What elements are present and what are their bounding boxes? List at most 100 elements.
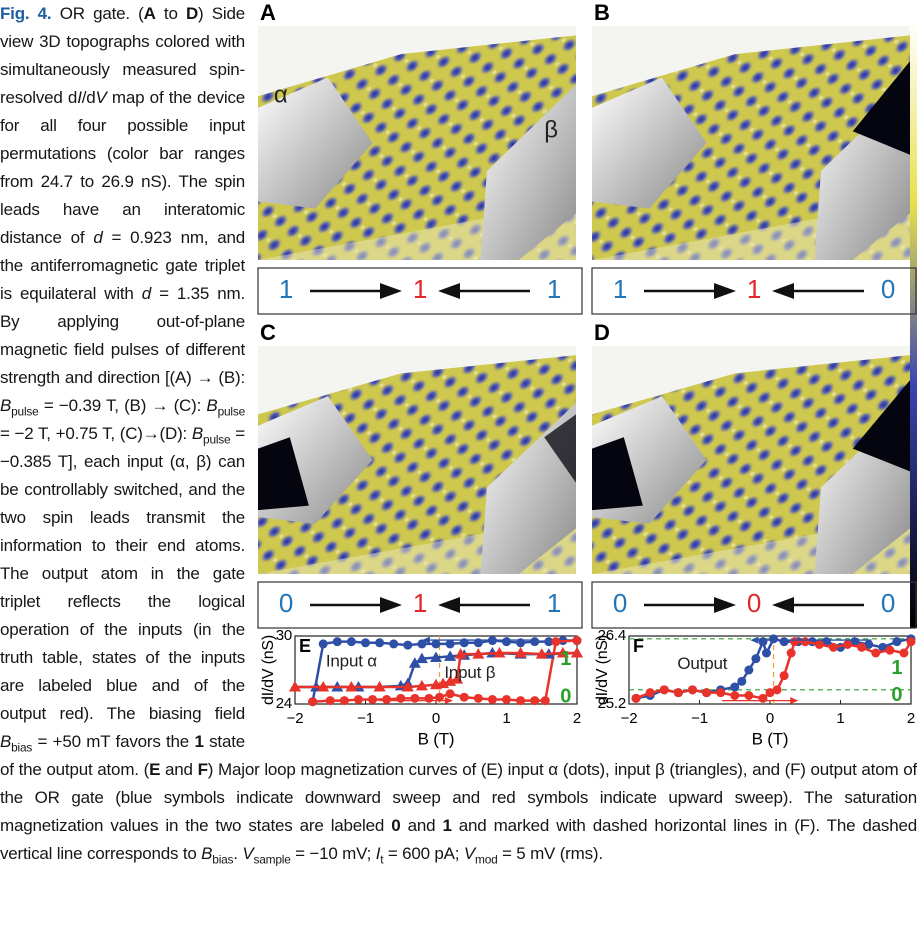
caption-text: and	[400, 816, 442, 835]
caption-text: D	[186, 4, 198, 23]
output-state: 0	[747, 588, 761, 618]
marker	[730, 683, 739, 692]
caption-text: d	[142, 284, 151, 303]
marker	[474, 694, 483, 703]
caption-text: mod	[475, 852, 498, 866]
marker	[716, 688, 725, 697]
y-axis-label: dI/dV (nS)	[260, 635, 277, 705]
x-tick-label: 1	[502, 710, 510, 727]
caption-text: pulse	[11, 404, 38, 418]
topograph	[258, 26, 576, 260]
y-tick-label: 24	[276, 695, 292, 712]
marker	[319, 639, 328, 648]
panel-label: B	[594, 0, 610, 25]
caption-text: = −2 T, +0.75 T, (C)→(D):	[0, 424, 192, 443]
marker	[333, 637, 342, 646]
arrow-head	[772, 283, 794, 299]
caption-text: = 5 mV (rms).	[498, 844, 603, 863]
caption-text: to	[156, 4, 186, 23]
caption-text: = −0.39 T, (B) → (C):	[39, 396, 207, 415]
marker	[674, 688, 683, 697]
annotation: Output	[677, 654, 727, 673]
marker	[688, 685, 697, 694]
caption-text: .	[233, 844, 242, 863]
x-tick-label: 0	[766, 710, 774, 727]
input-state: 0	[881, 274, 895, 304]
annotation: 0	[560, 685, 571, 707]
caption-text: bias	[212, 852, 233, 866]
caption-text: d	[93, 228, 102, 247]
annotation: Input α	[326, 651, 377, 670]
marker	[541, 696, 550, 705]
input-state: 1	[613, 274, 627, 304]
marker	[410, 694, 419, 703]
x-tick-label: 2	[573, 710, 581, 727]
marker	[758, 694, 767, 703]
marker	[857, 643, 866, 652]
annotation: 1	[560, 648, 571, 670]
marker	[907, 637, 916, 646]
marker	[787, 649, 796, 658]
caption-text: = 600 pA;	[383, 844, 464, 863]
marker	[502, 695, 511, 704]
caption-text: sample	[253, 852, 290, 866]
output-state: 1	[747, 274, 761, 304]
marker	[790, 637, 799, 646]
arrow-head	[380, 597, 402, 613]
marker	[762, 649, 771, 658]
arrow-head	[438, 597, 460, 613]
marker	[780, 671, 789, 680]
caption-text: /d	[82, 88, 96, 107]
marker	[432, 639, 441, 648]
caption-text: V	[242, 844, 253, 863]
y-tick-label: 30	[276, 627, 292, 644]
panel-label: C	[260, 320, 276, 345]
page: {"caption": [{"b": "Fig. 4."}, " OR gate…	[0, 0, 917, 934]
x-tick-label: −2	[621, 710, 638, 727]
lead-label: α	[274, 82, 288, 109]
caption-text: B	[201, 844, 212, 863]
input-state: 1	[279, 274, 293, 304]
marker	[502, 637, 511, 646]
marker	[737, 677, 746, 686]
marker	[773, 685, 782, 694]
marker	[347, 637, 356, 646]
marker	[646, 688, 655, 697]
arrow-head	[714, 597, 736, 613]
input-state: 0	[279, 588, 293, 618]
marker	[516, 696, 525, 705]
input-state: 1	[547, 274, 561, 304]
marker	[396, 694, 405, 703]
arrow-head	[772, 597, 794, 613]
marker	[871, 649, 880, 658]
x-tick-label: −2	[287, 710, 304, 727]
y-axis-label: dI/dV (nS)	[594, 635, 611, 705]
input-state: 0	[881, 588, 895, 618]
marker	[551, 637, 560, 646]
marker	[780, 637, 789, 646]
input-state: 1	[547, 588, 561, 618]
output-state: 1	[413, 274, 427, 304]
marker	[375, 638, 384, 647]
x-tick-label: −1	[357, 710, 374, 727]
marker	[382, 695, 391, 704]
caption-text: = +50 mT favors the	[32, 732, 194, 751]
x-tick-label: 2	[907, 710, 915, 727]
marker	[660, 685, 669, 694]
caption-text: pulse	[218, 404, 245, 418]
caption-text: F	[198, 760, 208, 779]
marker	[815, 640, 824, 649]
marker	[829, 643, 838, 652]
caption-text: V	[464, 844, 475, 863]
panel-label: D	[594, 320, 610, 345]
marker	[446, 639, 455, 648]
x-axis-label: B (T)	[752, 729, 789, 748]
lead-label: β	[544, 117, 558, 144]
marker	[389, 639, 398, 648]
caption-text: OR gate. (	[51, 4, 143, 23]
input-state: 0	[613, 588, 627, 618]
marker	[751, 654, 760, 663]
caption-text: 1	[194, 732, 203, 751]
annotation: 1	[891, 657, 902, 679]
